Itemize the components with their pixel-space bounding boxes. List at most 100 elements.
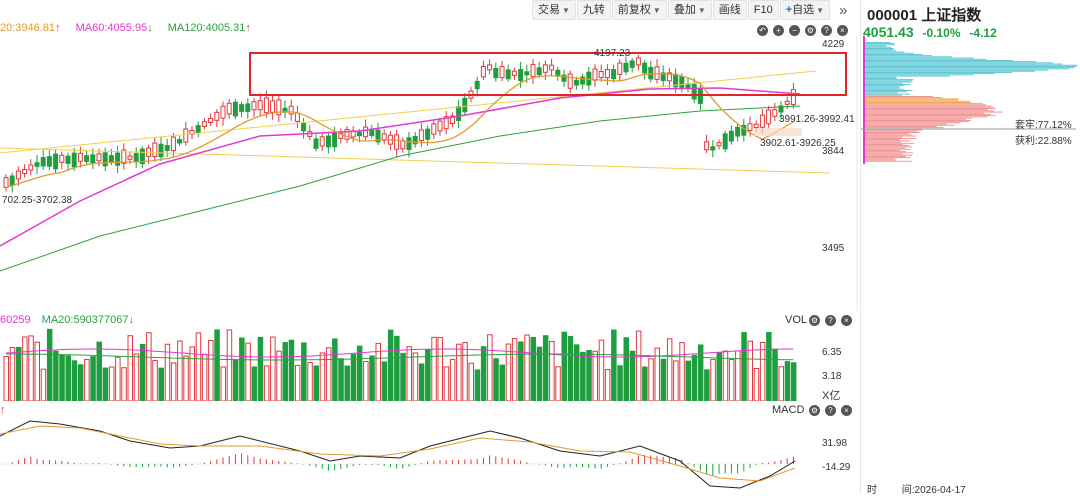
volume-bar [463, 343, 468, 401]
candle [413, 132, 417, 148]
volume-bar [426, 350, 431, 401]
volume-bar [140, 344, 145, 401]
overlay-button[interactable]: 叠加 ▼ [668, 0, 712, 20]
volume-ma5-line [6, 349, 793, 357]
volume-axis-unit: X亿 [822, 387, 840, 403]
draw-line-button[interactable]: 画线 [713, 0, 747, 20]
volume-bar [326, 348, 331, 401]
candle [351, 126, 355, 143]
chip-bar [865, 136, 916, 137]
jiuzhuan-button[interactable]: 九转 [577, 0, 611, 20]
chip-bar [865, 97, 942, 98]
volume-bar [469, 363, 474, 401]
macd-chart [0, 416, 860, 494]
candle [122, 143, 126, 169]
trapped-ratio: 套牢:77.12% [1015, 116, 1072, 131]
expand-icon[interactable]: » [839, 2, 847, 19]
candle [543, 60, 547, 80]
volume-bar [190, 347, 195, 401]
add-watchlist-button[interactable]: +自选 ▼ [780, 0, 830, 20]
chip-bar [865, 90, 913, 91]
high-annotation: 4197.23 [594, 48, 630, 59]
candle [202, 118, 206, 129]
candle [314, 134, 318, 151]
candle [215, 109, 219, 127]
quote-side-panel: 000001 上证指数 4051.43 -0.10% -4.12 套牢:77.1… [860, 0, 1080, 494]
candle [91, 148, 95, 169]
zoom-out-icon[interactable]: − [789, 25, 800, 36]
volume-bar [531, 337, 536, 401]
chip-bar [865, 47, 891, 48]
help-icon[interactable]: ? [821, 25, 832, 36]
volume-bar [438, 338, 443, 401]
chip-bar [865, 78, 897, 79]
volume-bar [97, 342, 102, 401]
volume-bar [388, 330, 393, 401]
candle [500, 61, 504, 81]
adjust-button[interactable]: 前复权 ▼ [612, 0, 667, 20]
f10-button[interactable]: F10 [748, 0, 779, 20]
help-icon[interactable]: ? [825, 405, 836, 416]
candle [562, 70, 566, 87]
chip-bar [865, 130, 922, 131]
chip-bar [865, 109, 988, 110]
volume-bar [686, 361, 691, 401]
chip-bar [865, 86, 900, 87]
volume-bar [85, 359, 90, 401]
volume-bar [754, 368, 759, 401]
chip-bar [865, 142, 901, 143]
volume-bar [674, 361, 679, 401]
zoom-in-icon[interactable]: + [773, 25, 784, 36]
candle [599, 65, 603, 82]
candle [531, 59, 535, 84]
chart-toolbar: 交易 ▼ 九转 前复权 ▼ 叠加 ▼ 画线 F10 +自选 ▼ » [532, 0, 847, 20]
chip-bar [865, 126, 937, 127]
settings-icon[interactable]: ⚙ [805, 25, 816, 36]
volume-bar [233, 360, 238, 401]
candle [550, 59, 554, 77]
candle [289, 99, 293, 120]
chip-bar [865, 125, 955, 126]
volume-bar [314, 366, 319, 401]
volume-bar [587, 350, 592, 401]
chip-bar [865, 154, 903, 155]
candle [630, 58, 634, 73]
candle [4, 174, 8, 192]
candle [649, 61, 653, 83]
volume-bar [103, 368, 108, 401]
chip-bar [865, 113, 984, 114]
volume-bar [581, 352, 586, 401]
volume-bar [178, 341, 183, 401]
chip-bar [865, 155, 912, 156]
candle [370, 125, 374, 139]
main-chart-controls: ↶ + − ⚙ ? × [757, 25, 848, 36]
trade-button[interactable]: 交易 ▼ [532, 0, 576, 20]
volume-bar [717, 352, 722, 401]
candle [624, 57, 628, 76]
back-icon[interactable]: ↶ [757, 25, 768, 36]
chip-bar [865, 66, 1076, 67]
chip-bar [865, 114, 990, 115]
chip-bar [865, 108, 996, 109]
chip-bar [865, 120, 971, 121]
candle [134, 147, 138, 168]
chip-bar [865, 127, 944, 128]
close-icon[interactable]: × [837, 25, 848, 36]
volume-bar [537, 347, 542, 401]
chip-bar [865, 137, 902, 138]
volume-bar [395, 336, 400, 401]
chip-bar [865, 124, 947, 125]
volume-bar [636, 331, 641, 401]
chip-bar [865, 157, 910, 158]
candle [246, 98, 250, 119]
volume-bar [624, 338, 629, 401]
candle [41, 150, 45, 170]
chip-bar [865, 156, 906, 157]
settings-icon[interactable]: ⚙ [809, 405, 820, 416]
volume-bar [16, 347, 21, 401]
chip-bar [865, 71, 1035, 72]
close-icon[interactable]: × [841, 405, 852, 416]
chip-bar [865, 82, 911, 83]
volume-bar [159, 368, 164, 401]
chip-bar [865, 158, 896, 159]
